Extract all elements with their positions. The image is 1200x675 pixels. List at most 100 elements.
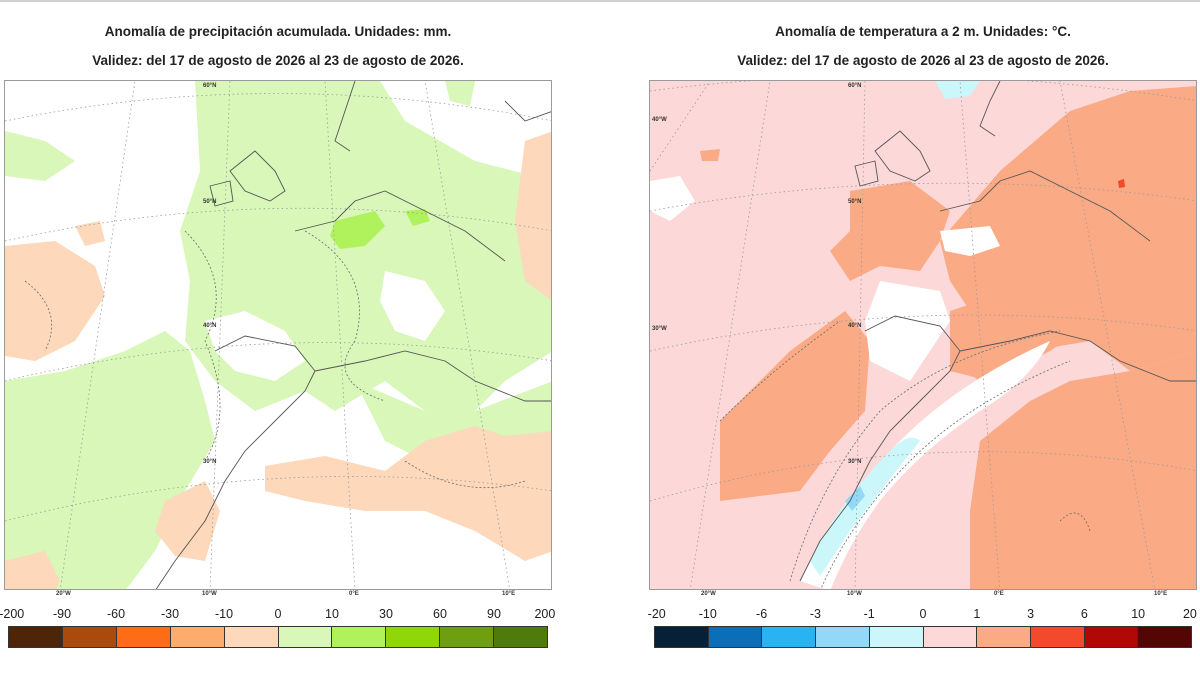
precip-wet-patch-2 — [330, 211, 385, 249]
temp-graticule — [650, 81, 1196, 589]
precip-colorbar-tick-label: -60 — [106, 607, 126, 621]
temp-colorbar-tick-label: -10 — [698, 607, 717, 621]
temp-contours — [719, 320, 1091, 589]
temp-cool-band — [800, 341, 1050, 589]
temp-map-canvas — [650, 81, 1196, 589]
temp-colorbar-segment — [1084, 627, 1139, 647]
precip-colorbar-segment — [62, 627, 117, 647]
temp-colorbar-tick-label: 20 — [1182, 607, 1197, 621]
temp-colorbar-tick-label: 1 — [973, 607, 981, 621]
temp-colorbar-tick-label: -20 — [647, 607, 666, 621]
precip-label-lon10w: 10°W — [202, 591, 217, 597]
precip-dry-patch-2 — [5, 551, 60, 589]
temp-colorbar-segment — [1138, 627, 1192, 647]
precip-wet-region-north — [5, 131, 75, 181]
temp-neutral-west — [650, 176, 695, 221]
precip-label-lat60: 60°N — [203, 83, 217, 89]
precip-contours — [24, 230, 526, 489]
precip-colorbar — [8, 626, 548, 648]
precip-colorbar-tick-label: -200 — [0, 607, 25, 621]
temp-label-lon20w: 20°W — [701, 591, 716, 597]
temp-cool-core — [810, 437, 920, 576]
precip-dry-region-canaries — [155, 481, 220, 561]
temp-neutral-alps — [940, 226, 1000, 256]
temp-hot-dot — [1118, 179, 1125, 188]
precip-dry-region-west — [5, 241, 105, 361]
temp-colorbar-segment — [655, 627, 709, 647]
temp-label-lat30: 30°N — [848, 459, 862, 465]
temp-colorbar-tick-label: 3 — [1027, 607, 1035, 621]
temp-label-lat40: 40°N — [848, 323, 862, 329]
top-border — [0, 0, 1200, 2]
temp-warm-region-med — [950, 291, 1080, 381]
precip-colorbar-tick-label: -10 — [214, 607, 234, 621]
temp-colorbar-segment — [923, 627, 978, 647]
precip-colorbar-ticks: -200 -90 -60 -30 -10 0 10 30 60 90 200 — [0, 607, 555, 623]
precip-label-lon0: 0°E — [349, 591, 359, 597]
temp-neutral-iberia-south — [865, 281, 950, 381]
precip-colorbar-segment — [278, 627, 333, 647]
temp-anomaly-map[interactable]: 60°N 50°N 40°N 30°N 40°W 30°W — [649, 80, 1197, 590]
precip-colorbar-segment — [386, 627, 441, 647]
precip-neutral-med — [380, 271, 445, 341]
temp-label-lat50: 50°N — [848, 199, 862, 205]
precip-wet-patch-1 — [445, 81, 475, 106]
temp-colorbar-segment — [708, 627, 763, 647]
precip-label-lat40: 40°N — [203, 323, 217, 329]
precip-colorbar-tick-label: 60 — [433, 607, 447, 621]
precip-dry-patch-1 — [75, 221, 105, 246]
temp-warm-region-iberia-france — [830, 181, 950, 281]
temp-colorbar-segment — [1030, 627, 1085, 647]
precip-colorbar-tick-label: 90 — [487, 607, 501, 621]
precip-label-lon10e: 10°E — [502, 591, 516, 597]
precip-colorbar-segment — [494, 627, 548, 647]
temp-colorbar-tick-label: 6 — [1080, 607, 1088, 621]
precip-dry-region-east — [515, 131, 551, 300]
temp-label-lat60: 60°N — [848, 83, 862, 89]
temp-lon-labels: 20°W 10°W 0°E 10°E — [649, 591, 1197, 601]
temp-label-lon0: 0°E — [994, 591, 1004, 597]
precip-lon-labels: 20°W 10°W 0°E 10°E — [4, 591, 552, 601]
temp-colorbar-segment — [816, 627, 870, 647]
temp-colorbar-tick-label: 0 — [919, 607, 927, 621]
temp-warm-patch-1 — [700, 149, 720, 161]
precip-map-canvas — [5, 81, 551, 589]
temp-colorbar-ticks: -20 -10 -6 -3 -1 0 1 3 6 10 20 — [648, 607, 1197, 623]
temp-warm-region-sahara — [970, 351, 1196, 589]
temp-colorbar-tick-label: -1 — [863, 607, 875, 621]
temp-validity: Validez: del 17 de agosto de 2026 al 23 … — [737, 53, 1109, 68]
precip-colorbar-segment — [224, 627, 279, 647]
temp-label-lon40w: 40°W — [652, 117, 667, 123]
precip-colorbar-tick-label: 0 — [274, 607, 282, 621]
temp-colorbar-segment — [762, 627, 817, 647]
temp-label-lon10e: 10°E — [1154, 591, 1168, 597]
temp-coastlines — [799, 81, 1196, 582]
temp-cool-spot — [845, 486, 865, 511]
precip-title: Anomalía de precipitación acumulada. Uni… — [104, 24, 452, 39]
precip-validity: Validez: del 17 de agosto de 2026 al 23 … — [92, 53, 464, 68]
precip-colorbar-segment — [116, 627, 171, 647]
temp-label-lon10w: 10°W — [847, 591, 862, 597]
temp-title: Anomalía de temperatura a 2 m. Unidades:… — [775, 24, 1071, 39]
precip-colorbar-segment — [9, 627, 63, 647]
temp-colorbar-segment — [977, 627, 1031, 647]
precip-colorbar-tick-label: 200 — [534, 607, 556, 621]
precip-label-lon20w: 20°W — [56, 591, 71, 597]
precip-colorbar-segment — [440, 627, 495, 647]
precip-dry-region-sahara — [265, 426, 551, 561]
temp-colorbar-tick-label: -3 — [809, 607, 821, 621]
precip-wet-patch-3 — [405, 209, 430, 226]
precip-colorbar-tick-label: 10 — [325, 607, 339, 621]
temp-label-lon30w: 30°W — [652, 326, 667, 332]
temp-cool-north — [935, 81, 980, 99]
temp-warm-region-canaries — [720, 311, 870, 501]
temp-colorbar-segment — [869, 627, 924, 647]
precip-label-lat30: 30°N — [203, 459, 217, 465]
precip-colorbar-segment — [332, 627, 387, 647]
precip-label-lat50: 50°N — [203, 199, 217, 205]
precip-neutral-iberia — [205, 311, 305, 381]
precip-colorbar-tick-label: -30 — [160, 607, 180, 621]
temp-colorbar — [654, 626, 1192, 648]
precip-anomaly-map[interactable]: 60°N 50°N 40°N 30°N — [4, 80, 552, 590]
precip-colorbar-segment — [170, 627, 225, 647]
